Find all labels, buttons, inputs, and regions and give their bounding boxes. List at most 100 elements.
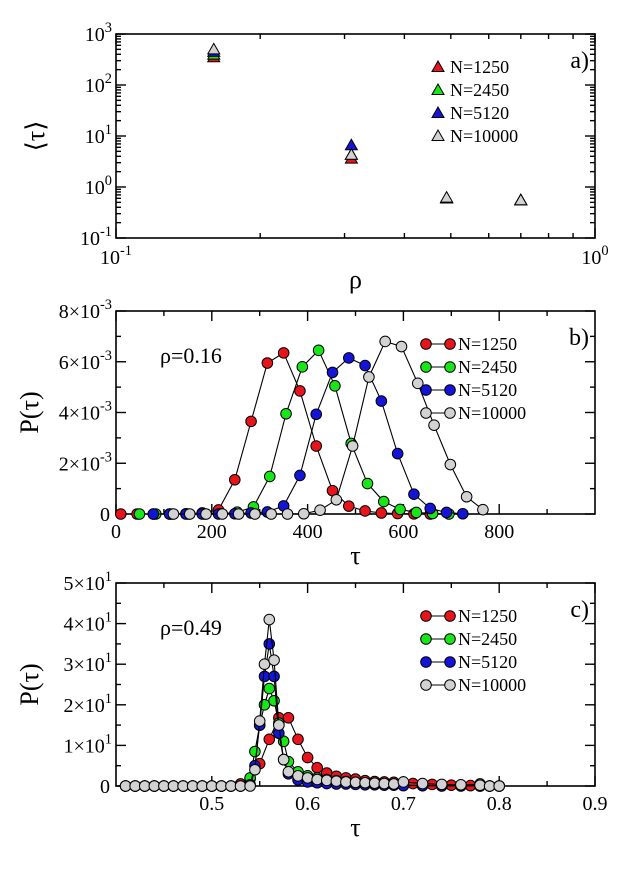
data-point xyxy=(379,335,391,348)
y-tick-label-exponent: -3 xyxy=(100,297,112,313)
y-tick-label-exponent: 0 xyxy=(105,173,112,189)
y-tick-label: 10-1 xyxy=(80,224,112,250)
data-point xyxy=(263,733,276,746)
panel-a: 10-1 10010-1100101102103ρ⟨τ⟩a)N=1250N=245… xyxy=(21,20,609,294)
legend-label: N=10000 xyxy=(458,675,526,695)
data-point xyxy=(378,777,391,790)
legend-marker xyxy=(444,361,456,373)
x-tick-label: 200 xyxy=(197,521,227,543)
y-tick-label-mantissa: 1×10 xyxy=(64,735,105,757)
y-tick-label-mantissa: 10 xyxy=(85,177,105,199)
data-point xyxy=(282,711,295,724)
data-point xyxy=(133,508,146,520)
y-tick-label-mantissa: 3×10 xyxy=(64,654,105,676)
x-tick-label: 0.8 xyxy=(487,793,512,815)
y-axis-label: P(τ) xyxy=(15,663,44,705)
data-point xyxy=(424,502,437,515)
data-point xyxy=(340,776,352,788)
x-axis-label: ρ xyxy=(349,265,362,294)
data-point xyxy=(320,774,333,787)
data-point xyxy=(294,385,306,397)
data-point xyxy=(265,508,277,520)
panel-label: b) xyxy=(569,325,589,351)
data-point xyxy=(258,670,271,683)
data-point xyxy=(167,780,180,792)
y-tick-label-mantissa: 10 xyxy=(85,126,105,148)
data-point xyxy=(408,488,420,501)
data-point xyxy=(301,772,314,784)
data-point xyxy=(228,473,241,486)
data-point xyxy=(310,440,323,452)
y-tick-label: 102 xyxy=(85,71,112,97)
legend-marker xyxy=(420,407,432,419)
data-point xyxy=(346,440,359,452)
x-tick-label: 0 xyxy=(111,521,121,543)
y-tick-label: 2×10-3 xyxy=(59,449,112,475)
data-point xyxy=(294,469,306,482)
data-point xyxy=(460,490,473,503)
data-point xyxy=(268,670,280,683)
data-point xyxy=(186,780,199,792)
legend-marker xyxy=(431,82,445,95)
legend-marker xyxy=(420,338,432,350)
data-point xyxy=(263,613,276,626)
data-point xyxy=(268,654,280,666)
data-point xyxy=(314,504,326,516)
y-tick-label-exponent: 1 xyxy=(105,610,112,626)
y-tick-label-exponent: 1 xyxy=(105,691,112,707)
data-point xyxy=(483,780,496,792)
y-tick-label-mantissa: 6×10 xyxy=(59,352,100,374)
data-point xyxy=(167,508,180,520)
y-tick-label-mantissa: 10 xyxy=(80,228,100,250)
data-point xyxy=(244,780,256,792)
data-point xyxy=(225,780,237,792)
legend-marker xyxy=(420,610,432,622)
data-point xyxy=(183,508,196,520)
data-point xyxy=(215,780,228,792)
legend: N=1250 N=2450 N=5120 N=10000 xyxy=(420,334,526,423)
y-tick-label: 100 xyxy=(85,173,112,199)
data-point xyxy=(129,780,141,792)
data-point xyxy=(455,778,467,791)
y-tick-label: 4×101 xyxy=(64,610,112,636)
data-point xyxy=(263,682,276,695)
y-tick-label-mantissa: 4×10 xyxy=(59,403,100,425)
y-tick-label-exponent: 1 xyxy=(105,650,112,666)
data-point xyxy=(368,777,381,789)
x-axis-label: τ xyxy=(350,813,360,842)
y-tick-label: 101 xyxy=(85,122,112,148)
legend-marker xyxy=(420,633,432,645)
legend-marker xyxy=(420,384,432,396)
data-point xyxy=(435,778,448,791)
data-point xyxy=(158,780,170,792)
data-point xyxy=(361,477,374,490)
x-tick-label: 10-1 xyxy=(100,243,132,269)
data-point xyxy=(363,371,375,383)
legend: N=1250 N=2450 N=5120 N=10000 xyxy=(431,57,518,146)
legend-marker xyxy=(444,656,456,668)
x-tick-label: 600 xyxy=(388,521,418,543)
legend-label: N=5120 xyxy=(450,103,509,123)
data-point xyxy=(349,776,362,789)
data-point xyxy=(312,344,325,357)
data-point xyxy=(359,359,371,372)
data-point xyxy=(282,765,295,778)
series-line xyxy=(139,349,449,515)
data-point xyxy=(245,415,257,428)
data-point xyxy=(258,658,271,671)
x-tick-label: 400 xyxy=(293,521,323,543)
data-point xyxy=(410,506,423,519)
y-tick-label-exponent: 3 xyxy=(105,20,112,36)
series-N5120 xyxy=(147,352,469,520)
data-point xyxy=(114,508,127,520)
data-point xyxy=(375,395,388,407)
y-tick-label: 4×10-3 xyxy=(59,399,112,425)
data-point xyxy=(416,777,429,790)
legend-marker xyxy=(444,384,456,396)
y-tick-label: 5×101 xyxy=(64,569,112,595)
y-tick-label: 103 xyxy=(85,20,112,46)
data-point xyxy=(391,447,404,460)
y-tick-label-mantissa: 2×10 xyxy=(64,695,105,717)
y-axis-label: P(τ) xyxy=(15,391,44,433)
